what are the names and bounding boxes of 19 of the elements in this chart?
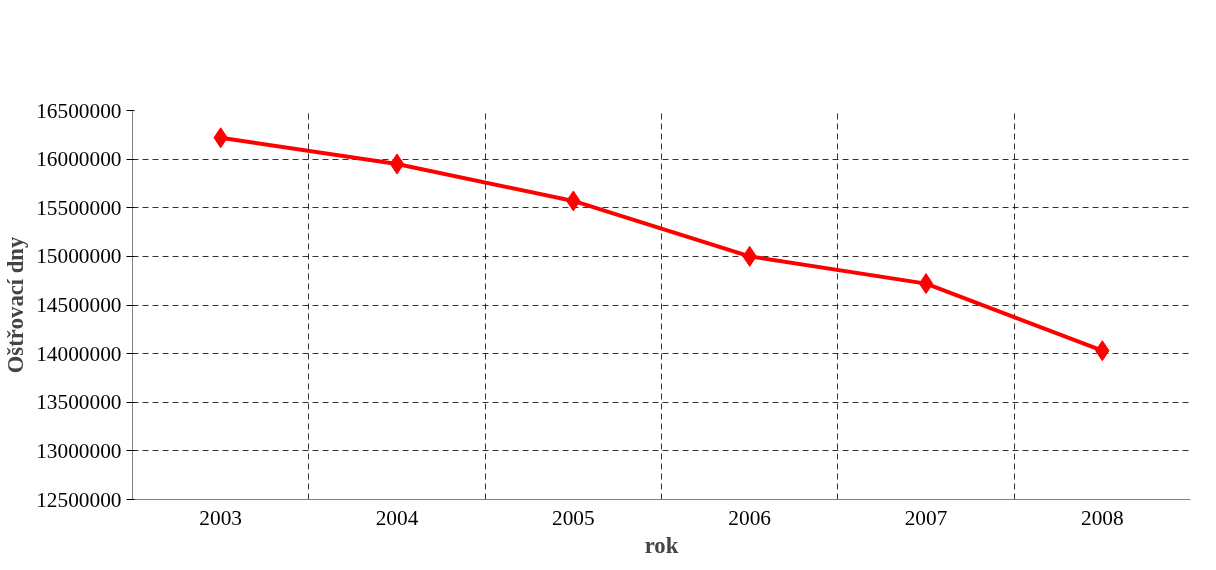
x-tick-label: 2003 (199, 505, 242, 530)
point (918, 273, 934, 295)
y-tick-label: 14000000 (36, 341, 122, 366)
y-tick-label: 13000000 (36, 438, 122, 463)
y-tick-label: 14500000 (36, 293, 122, 317)
point (389, 153, 405, 175)
y-tick-label: 12500000 (36, 487, 122, 512)
y-tick-label: 15500000 (36, 195, 122, 220)
x-tick-label: 2007 (904, 505, 948, 530)
y-tick-label: 16000000 (36, 147, 122, 172)
y-tick-label: 15000000 (36, 244, 122, 269)
x-tick-label: 2005 (552, 505, 595, 530)
x-tick-label: 2004 (375, 505, 419, 530)
y-tick-label: 13500000 (36, 390, 122, 415)
x-axis-title: rok (644, 532, 679, 558)
y-tick-label: 16500000 (36, 98, 122, 123)
x-tick-label: 2008 (1081, 505, 1124, 530)
x-tick-label: 2006 (728, 505, 772, 530)
y-axis-title: Oštřovací dny (3, 236, 29, 374)
